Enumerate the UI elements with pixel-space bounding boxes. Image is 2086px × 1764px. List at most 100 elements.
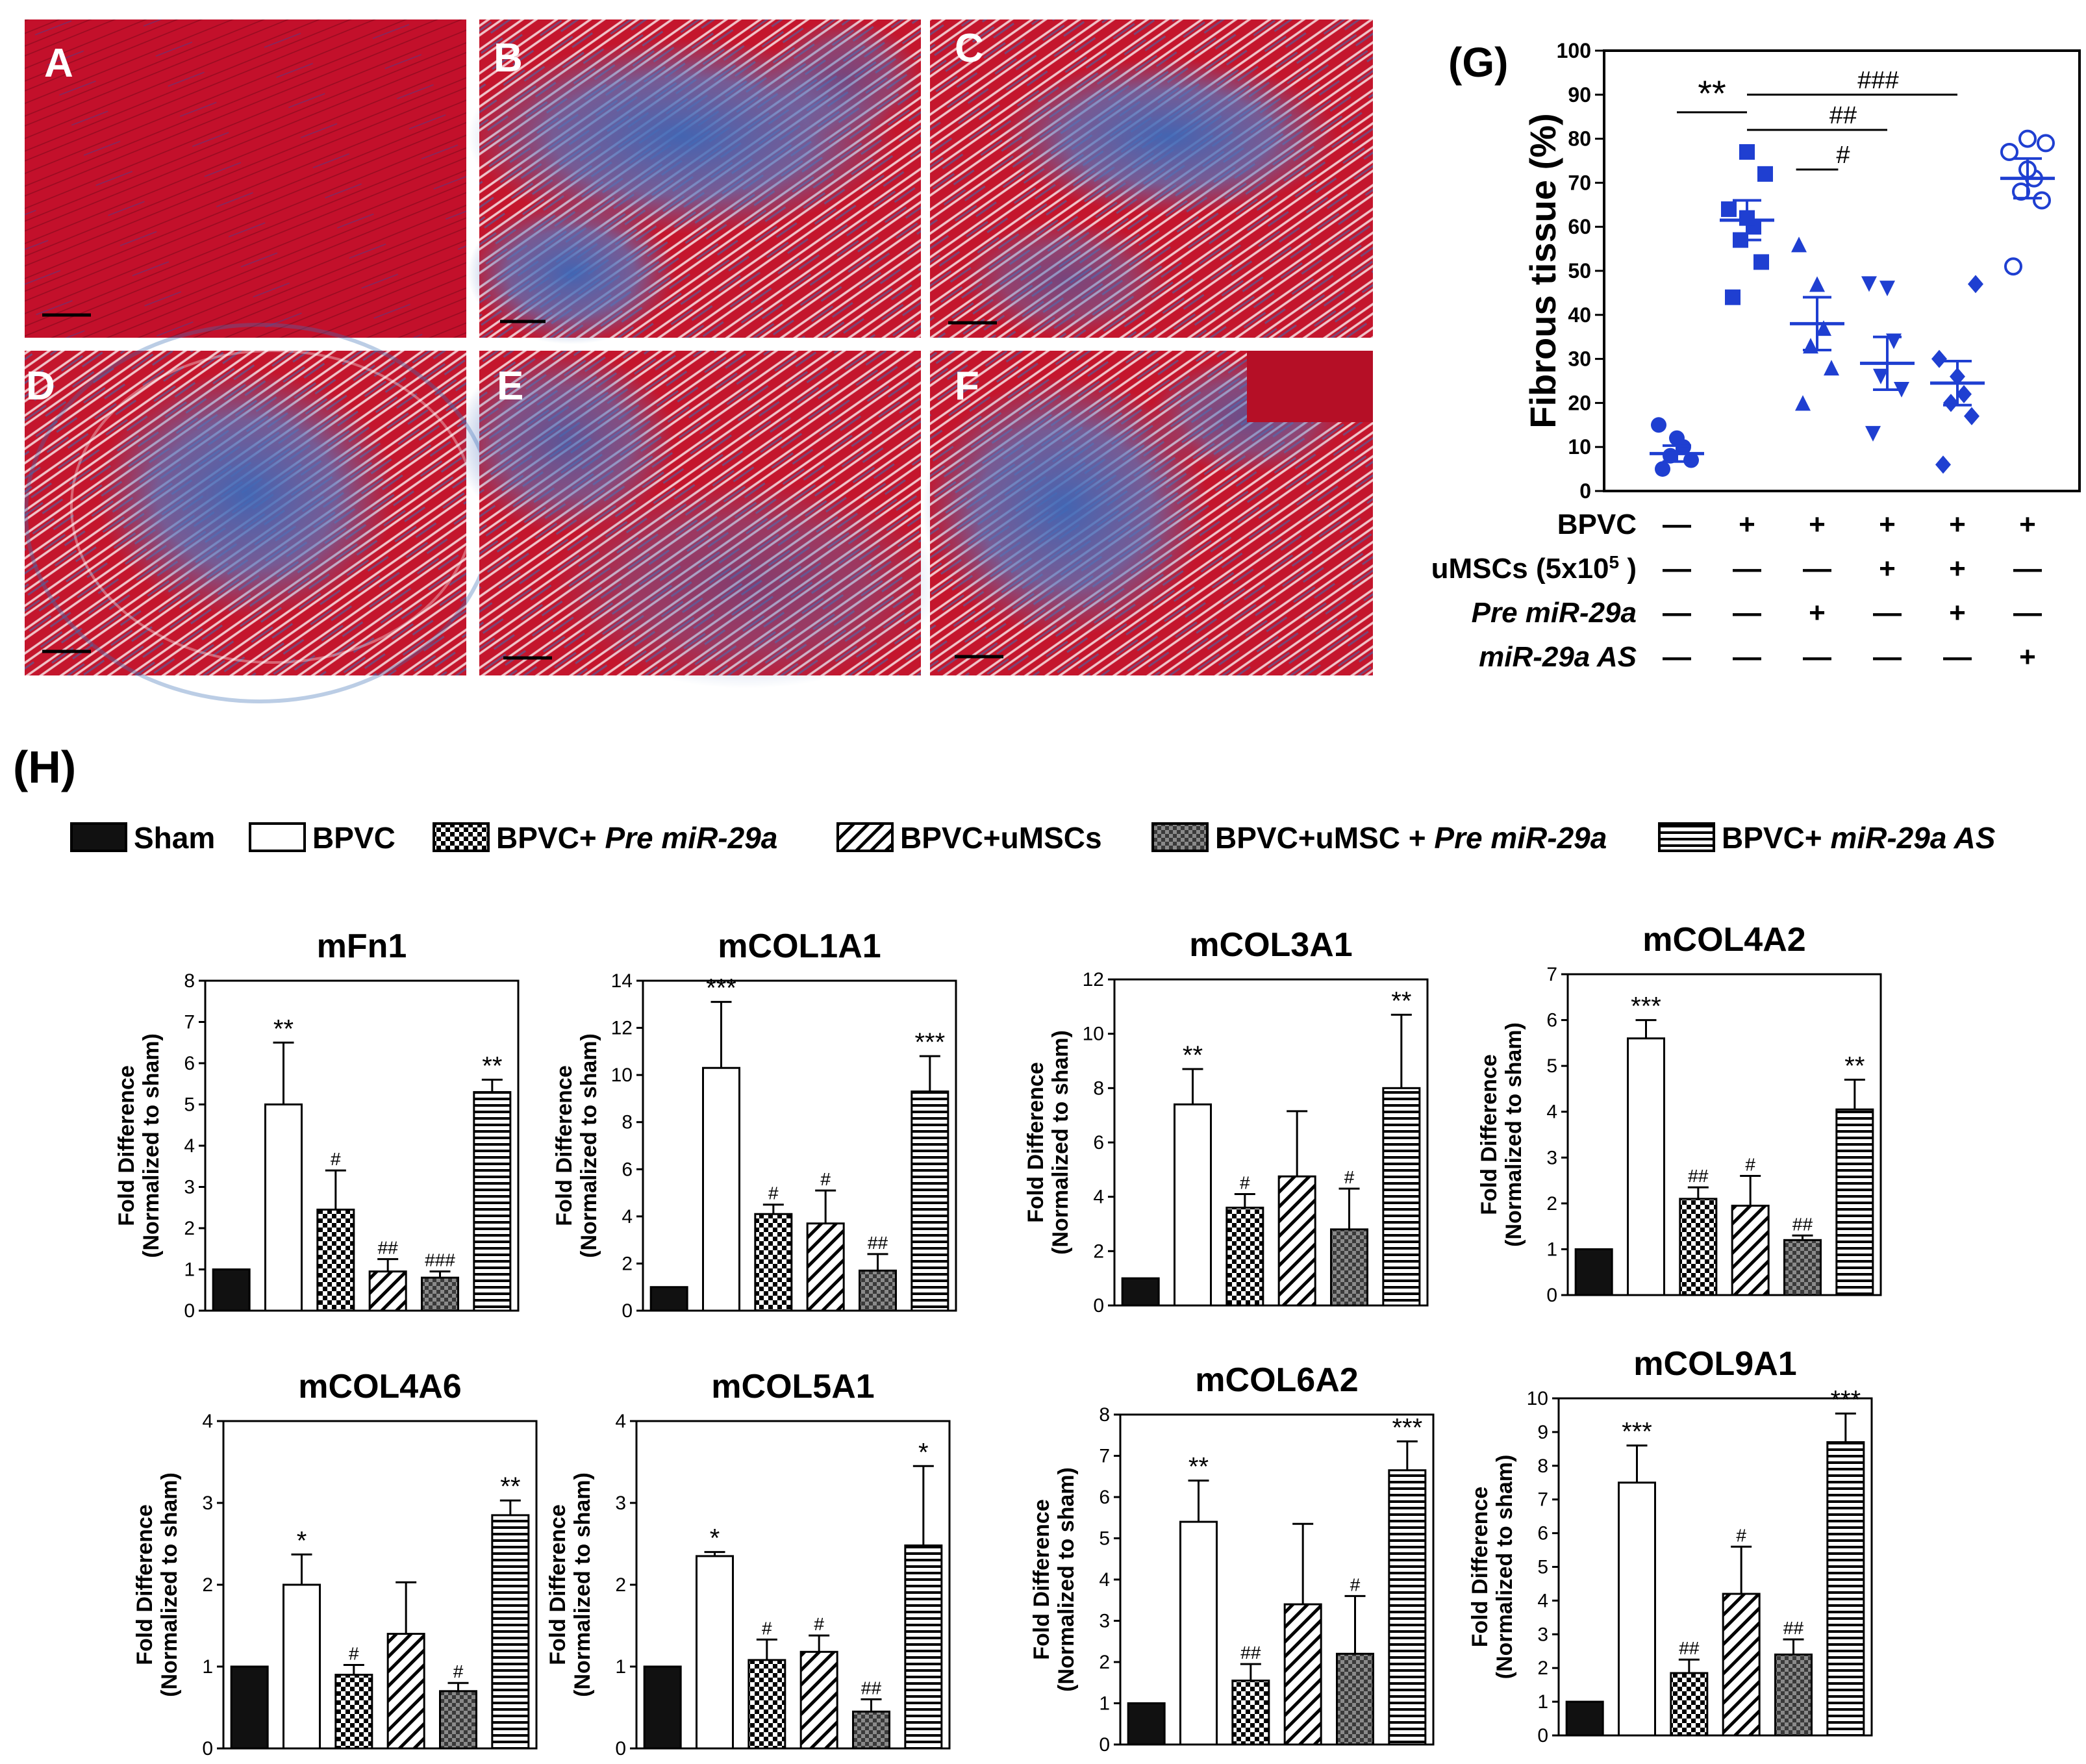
factor-sup: 5 <box>1609 552 1620 572</box>
bar <box>696 1555 734 1750</box>
significance-label: ** <box>273 1014 294 1043</box>
bar <box>806 1222 845 1312</box>
scatter-point <box>2037 134 2055 153</box>
factor-value: — <box>1663 553 1691 585</box>
y-tick-label: 3 <box>1099 1611 1110 1632</box>
y-axis-label-2: (Normalized to sham) <box>1492 1455 1517 1680</box>
factor-label: Pre miR-29a <box>1472 597 1637 629</box>
y-tick-label: 0 <box>615 1738 626 1759</box>
significance-label: # <box>1836 142 1850 169</box>
chart-title: mCOL3A1 <box>1189 926 1352 964</box>
factor-value: + <box>1809 509 1826 540</box>
bar <box>859 1269 897 1312</box>
scatter-point <box>1873 368 1889 384</box>
bar <box>1618 1481 1656 1737</box>
y-axis-label: Fibrous tissue (%) <box>1522 113 1563 428</box>
bar <box>264 1103 303 1312</box>
y-tick-label: 7 <box>1537 1489 1548 1511</box>
legend-label: BPVC+uMSCs <box>900 821 1102 855</box>
bar <box>799 1650 838 1750</box>
factor-value: — <box>2013 597 2042 629</box>
factor-value: — <box>1733 641 1761 673</box>
factor-value: — <box>1803 553 1831 585</box>
panel-label-f: F <box>955 364 979 409</box>
y-tick-label: 4 <box>202 1411 213 1432</box>
factor-value: + <box>1879 553 1896 585</box>
significance-label: ## <box>1240 1643 1261 1663</box>
scatter-point <box>2004 257 2022 276</box>
scatter-point <box>1753 254 1769 270</box>
bar <box>852 1710 890 1750</box>
legend-label: BPVC+ miR-29a AS <box>1722 821 1996 855</box>
chart-title: mFn1 <box>317 927 407 965</box>
chart-title: mCOL4A2 <box>1642 921 1805 959</box>
y-tick-label: 7 <box>1099 1446 1110 1467</box>
y-tick-label: 6 <box>622 1159 633 1180</box>
significance-label: *** <box>1830 1385 1861 1414</box>
y-tick-label: 80 <box>1568 127 1591 151</box>
y-tick-label: 90 <box>1568 83 1591 107</box>
y-tick-label: 60 <box>1568 215 1591 238</box>
bar <box>1330 1228 1368 1307</box>
scatter-point <box>1795 395 1811 411</box>
legend-label: Sham <box>134 821 215 855</box>
bar <box>1121 1277 1160 1307</box>
y-axis-label-2: (Normalized to sham) <box>1054 1467 1079 1692</box>
significance-label: ** <box>1844 1052 1865 1080</box>
bar <box>1388 1469 1427 1746</box>
bar <box>212 1268 251 1312</box>
bar <box>1826 1441 1865 1737</box>
significance-label: ### <box>1857 67 1898 94</box>
chart-title: mCOL5A1 <box>711 1368 874 1405</box>
significance-label: ## <box>378 1238 399 1258</box>
bar-chart-mcol3a1: mCOL3A1 Fold Difference (Normalized to sha… <box>1024 926 1429 1317</box>
y-tick-label: 7 <box>184 1012 195 1033</box>
y-tick-label: 2 <box>1099 1652 1110 1673</box>
factor-value: + <box>1949 597 1966 629</box>
bar <box>643 1665 682 1750</box>
y-tick-label: 2 <box>1537 1657 1548 1679</box>
bar <box>649 1286 688 1312</box>
bar <box>748 1659 786 1750</box>
factor-value: — <box>1943 641 1972 673</box>
y-tick-label: 2 <box>1093 1241 1104 1262</box>
bar-chart-mcol1a1: mCOL1A1 Fold Difference (Normalized to sha… <box>552 927 957 1322</box>
y-tick-label: 4 <box>1099 1569 1110 1591</box>
y-axis-label: Fold Difference <box>1029 1499 1054 1659</box>
significance-label: * <box>710 1524 720 1553</box>
bar <box>904 1544 943 1750</box>
y-tick-label: 6 <box>1093 1132 1104 1153</box>
significance-label: ** <box>1188 1453 1209 1481</box>
factor-label: BPVC <box>1557 509 1637 540</box>
y-tick-label: 6 <box>184 1053 195 1074</box>
y-tick-label: 2 <box>184 1218 195 1239</box>
factor-value: + <box>1739 509 1755 540</box>
y-axis-label: Fold Difference <box>1024 1062 1048 1222</box>
scatter-point <box>1956 384 1972 403</box>
y-tick-label: 8 <box>184 970 195 992</box>
y-axis-label: Fold Difference <box>552 1065 577 1226</box>
y-tick-label: 8 <box>1537 1455 1548 1477</box>
bar-chart-mcol4a6: mCOL4A6 Fold Difference (Normalized to sha… <box>132 1368 538 1759</box>
bar <box>491 1514 530 1750</box>
y-tick-label: 4 <box>184 1135 195 1157</box>
bar-chart-mcol6a2: mCOL6A2 Fold Difference (Normalized to sha… <box>1029 1361 1435 1756</box>
legend-swatch <box>249 822 306 852</box>
factor-value: — <box>1663 597 1691 629</box>
legend-swatch <box>433 822 490 852</box>
bar <box>1783 1239 1822 1296</box>
significance-label: * <box>297 1526 307 1555</box>
legend-label: BPVC+ Pre miR-29a <box>496 821 777 855</box>
significance-label: ## <box>1829 102 1857 129</box>
scatter-point <box>2033 191 2051 210</box>
bar <box>1336 1652 1374 1746</box>
bar <box>1670 1672 1709 1737</box>
bar <box>1277 1175 1316 1307</box>
factor-value: — <box>1663 641 1691 673</box>
y-tick-label: 0 <box>1093 1295 1104 1317</box>
bar <box>754 1213 793 1312</box>
significance-label: ## <box>861 1678 882 1698</box>
significance-label: ** <box>482 1052 502 1080</box>
bar <box>230 1665 269 1750</box>
bar-chart-mfn1: mFn1 Fold Difference (Normalized to sham) 0… <box>114 927 520 1322</box>
